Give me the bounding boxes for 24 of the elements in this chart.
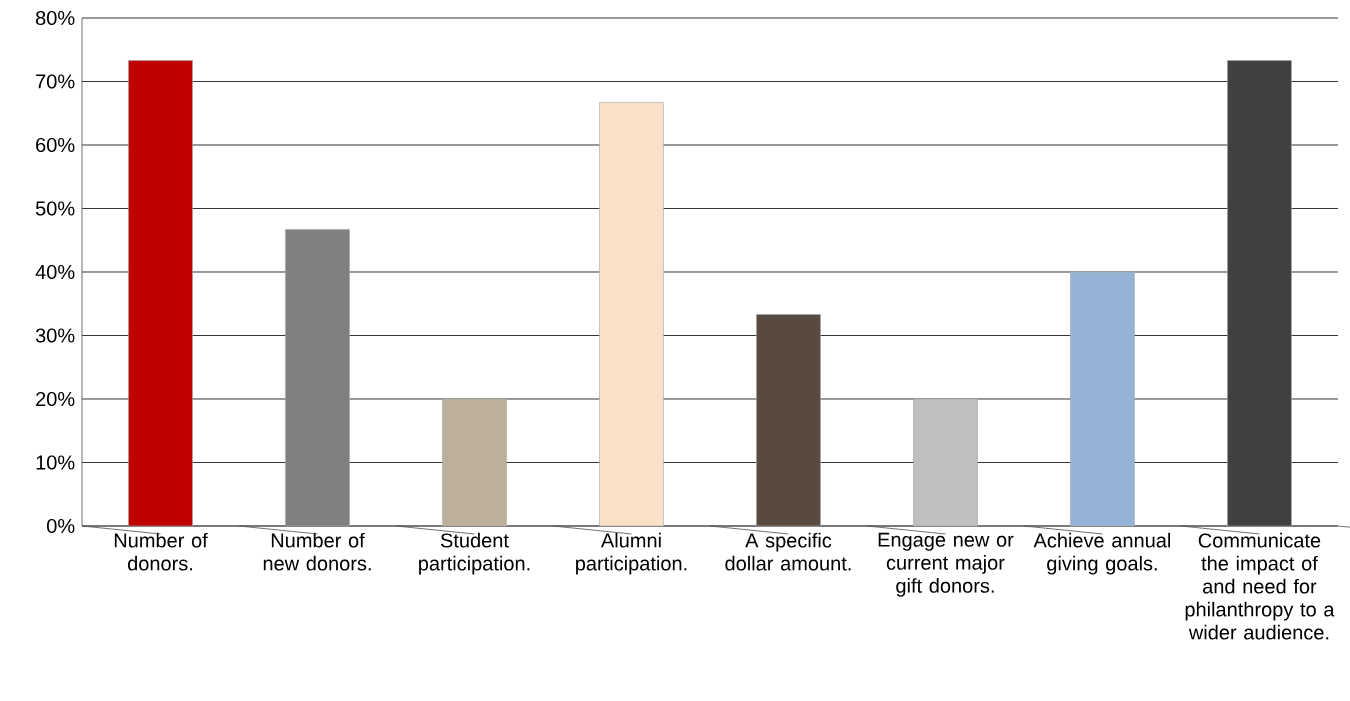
x-tick-label: Student participation. bbox=[419, 532, 530, 575]
x-tick-label: Alumni participation. bbox=[576, 532, 687, 575]
x-tick-label: Engage new or current major gift donors. bbox=[878, 532, 1014, 597]
bar bbox=[756, 314, 821, 527]
x-tick-label: Number of new donors. bbox=[263, 532, 371, 571]
x-tick-label: Achieve annual giving goals. bbox=[1033, 532, 1171, 575]
x-tick-label: Communicate the impact of and need for philanthropy to a wider audience. bbox=[1185, 532, 1335, 640]
y-tick-label: 70% bbox=[36, 74, 75, 89]
y-tick-label: 50% bbox=[35, 201, 75, 216]
y-tick-label: 30% bbox=[35, 328, 75, 343]
bar bbox=[599, 102, 664, 527]
bar bbox=[128, 60, 193, 527]
y-tick-label: 80% bbox=[35, 10, 75, 26]
y-tick-label: 20% bbox=[36, 391, 75, 407]
y-tick-label: 10% bbox=[36, 455, 75, 470]
x-tick-label: Number of donors. bbox=[114, 532, 208, 571]
y-tick-label: 60% bbox=[36, 137, 75, 153]
bar bbox=[442, 398, 507, 527]
bar bbox=[913, 398, 978, 527]
y-tick-label: 0% bbox=[47, 518, 75, 534]
bar bbox=[1070, 271, 1135, 527]
y-tick-label: 40% bbox=[35, 264, 75, 280]
bar bbox=[285, 229, 350, 527]
x-tick-label: A specific dollar amount. bbox=[725, 532, 851, 571]
